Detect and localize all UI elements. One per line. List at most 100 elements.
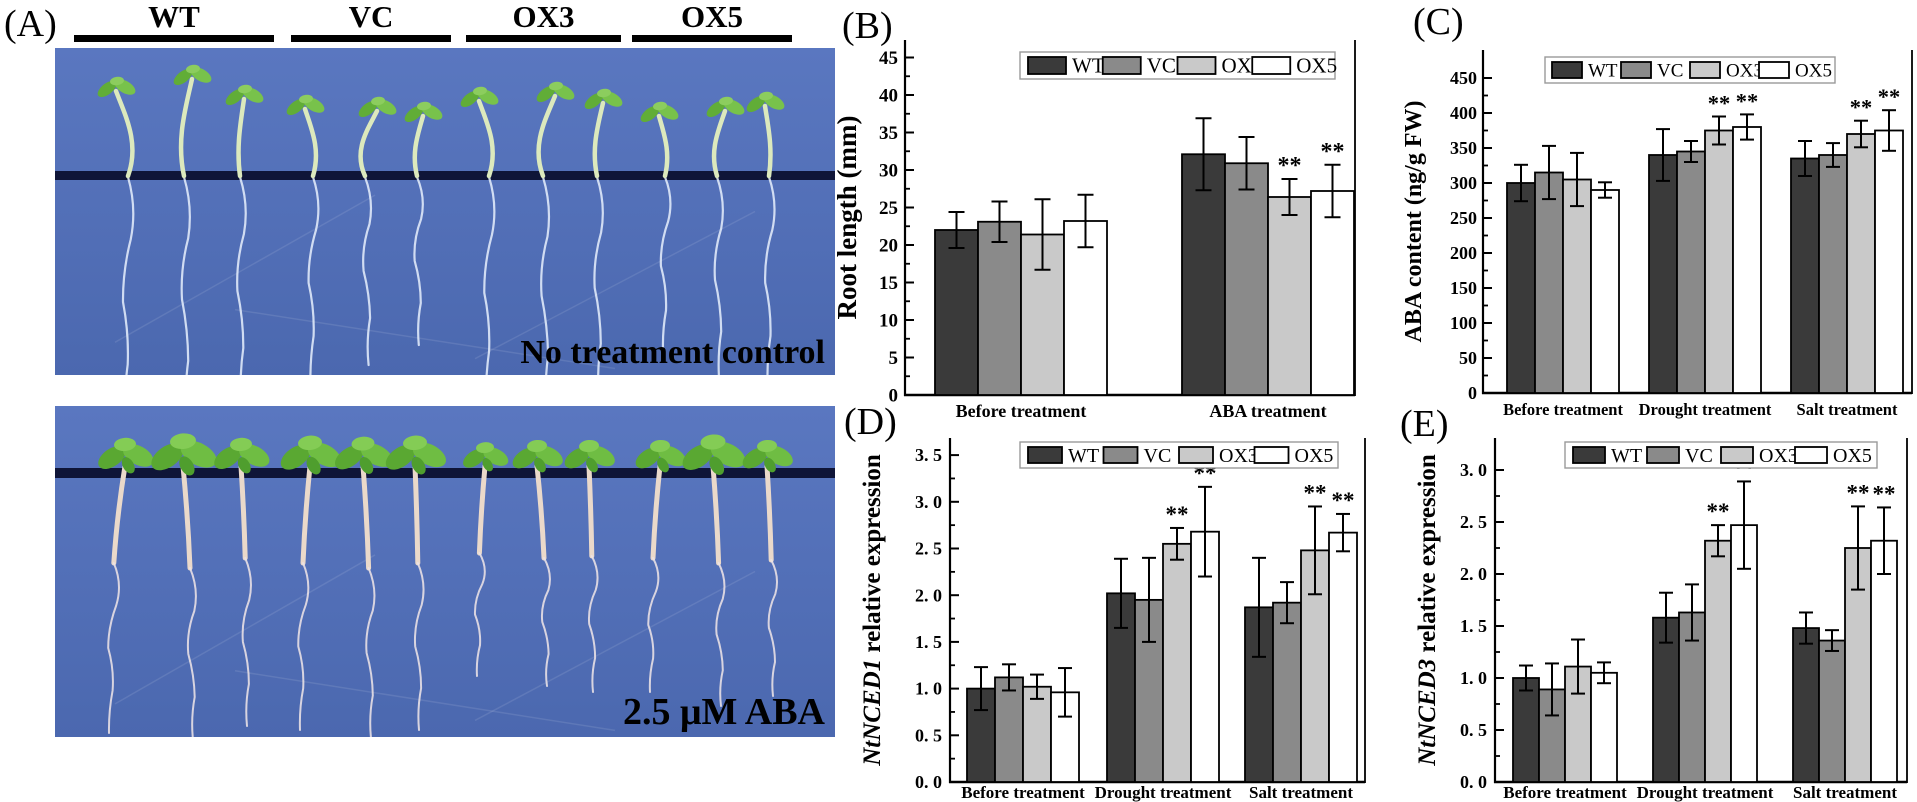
legend-swatch-OX3 [1176,56,1217,75]
bar-WT [1181,153,1226,396]
seedling-leaf [280,444,311,470]
seedling-leaf [597,88,611,98]
legend-swatch-OX5 [1251,56,1292,75]
seedling-leaf [463,449,486,468]
y-tick-label: 25 [879,198,898,219]
genotype-label-wt: WT [148,0,200,34]
seedling-stem [650,463,663,561]
seedling-stem [764,463,774,563]
seedling-leaf [700,434,726,450]
seedling-leaf [286,98,306,116]
seedling-root [362,175,373,367]
seedling-leaf [586,457,598,473]
seedling-root [715,562,726,707]
seedling-stem [178,76,195,179]
seedling-leaf [403,435,427,451]
photo-scratch [114,554,376,705]
legend-swatch-WT [1551,61,1583,79]
significance-marker: ** [1332,488,1355,513]
bar-OX5 [1732,126,1762,394]
legend-swatch-WT [1027,446,1063,464]
seedling-stem [236,96,247,179]
photo-scratch [234,670,616,732]
bar-VC [1818,639,1846,783]
x-category-label: Salt treatment [1793,783,1897,802]
bar-VC [1818,154,1848,394]
y-tick-label: 1. 5 [1460,616,1487,636]
legend-label-VC: VC [1685,445,1713,467]
legend-swatch-VC [1101,56,1142,75]
seedling-root [121,175,135,375]
seedling-root [473,552,486,677]
seedling-stem [180,463,193,571]
significance-marker: ** [1707,499,1730,524]
bar-WT [1648,154,1678,394]
bar-VC [1676,150,1706,394]
bar-VC [1224,162,1269,396]
y-tick-label: 50 [1459,348,1477,368]
legend-swatch-OX3 [1178,446,1214,464]
seedling-stem [534,463,547,561]
y-tick-label: 45 [879,48,898,69]
panel-label: (B) [842,5,893,47]
seedling-root [186,567,197,737]
seedling-leaf [351,436,375,451]
photo-scratch [474,570,756,722]
y-tick-label: 2. 0 [915,585,942,605]
seedling-stem [412,463,421,566]
seedling-leaf [564,447,590,469]
seedling-stem [360,463,372,571]
seedling-leaf [512,447,538,469]
y-tick-label: 5 [889,348,899,369]
seedlings-photo-art [55,48,835,375]
legend-label-WT: WT [1588,60,1618,81]
seedling-leaf [238,84,252,94]
legend-swatch-OX3 [1689,61,1721,79]
seedling-stem [656,113,670,179]
bar-OX3 [1562,178,1592,394]
significance-marker: ** [1304,480,1327,505]
photo-no-treatment: No treatment control [55,48,835,375]
x-category-label: Before treatment [1503,783,1627,802]
seedling-leaf [706,100,726,118]
seedling-leaf [173,68,193,86]
genotype-header-ox5: OX5 [632,0,792,42]
legend-label-WT: WT [1611,445,1642,467]
significance-marker: ** [1850,95,1873,120]
seedling-stem [710,463,722,566]
panel-label: (C) [1413,1,1464,43]
legend-label-VC: VC [1147,54,1176,78]
seedling-stem [238,463,248,561]
bar-VC [1534,171,1564,394]
seedling-leaf [298,435,322,451]
y-tick-label: 40 [879,85,898,106]
seedling-stem [412,113,426,179]
seedling-leaf [230,437,252,452]
y-tick-label: 150 [1450,278,1477,298]
seedling-stem [476,98,495,179]
legend-swatch-OX5 [1253,446,1290,464]
legend-swatch-OX5 [1758,61,1790,79]
legend-label-VC: VC [1144,445,1172,467]
seedling-leaf [549,81,563,91]
y-tick-label: 0. 5 [915,725,942,745]
seedling-leaf [742,447,768,469]
y-tick-label: 30 [879,160,898,181]
y-tick-label: 2. 5 [915,539,942,559]
significance-marker: ** [1278,153,1302,179]
legend-swatch-VC [1102,446,1139,464]
y-tick-label: 1. 0 [915,679,942,699]
bar-WT [1506,182,1536,394]
seedling-root [413,175,424,347]
significance-marker: ** [1878,84,1901,109]
significance-marker: ** [1708,91,1731,116]
y-tick-label: 2. 5 [1460,512,1487,532]
seedling-leaf [299,94,313,104]
genotype-label-vc: VC [348,0,394,34]
photo-scratch [234,308,616,370]
bar-OX5 [1310,190,1355,396]
genotype-label-ox3: OX3 [512,0,575,34]
support-line [55,171,835,180]
seedling-leaf [534,457,546,473]
x-category-label: Drought treatment [1637,783,1774,802]
